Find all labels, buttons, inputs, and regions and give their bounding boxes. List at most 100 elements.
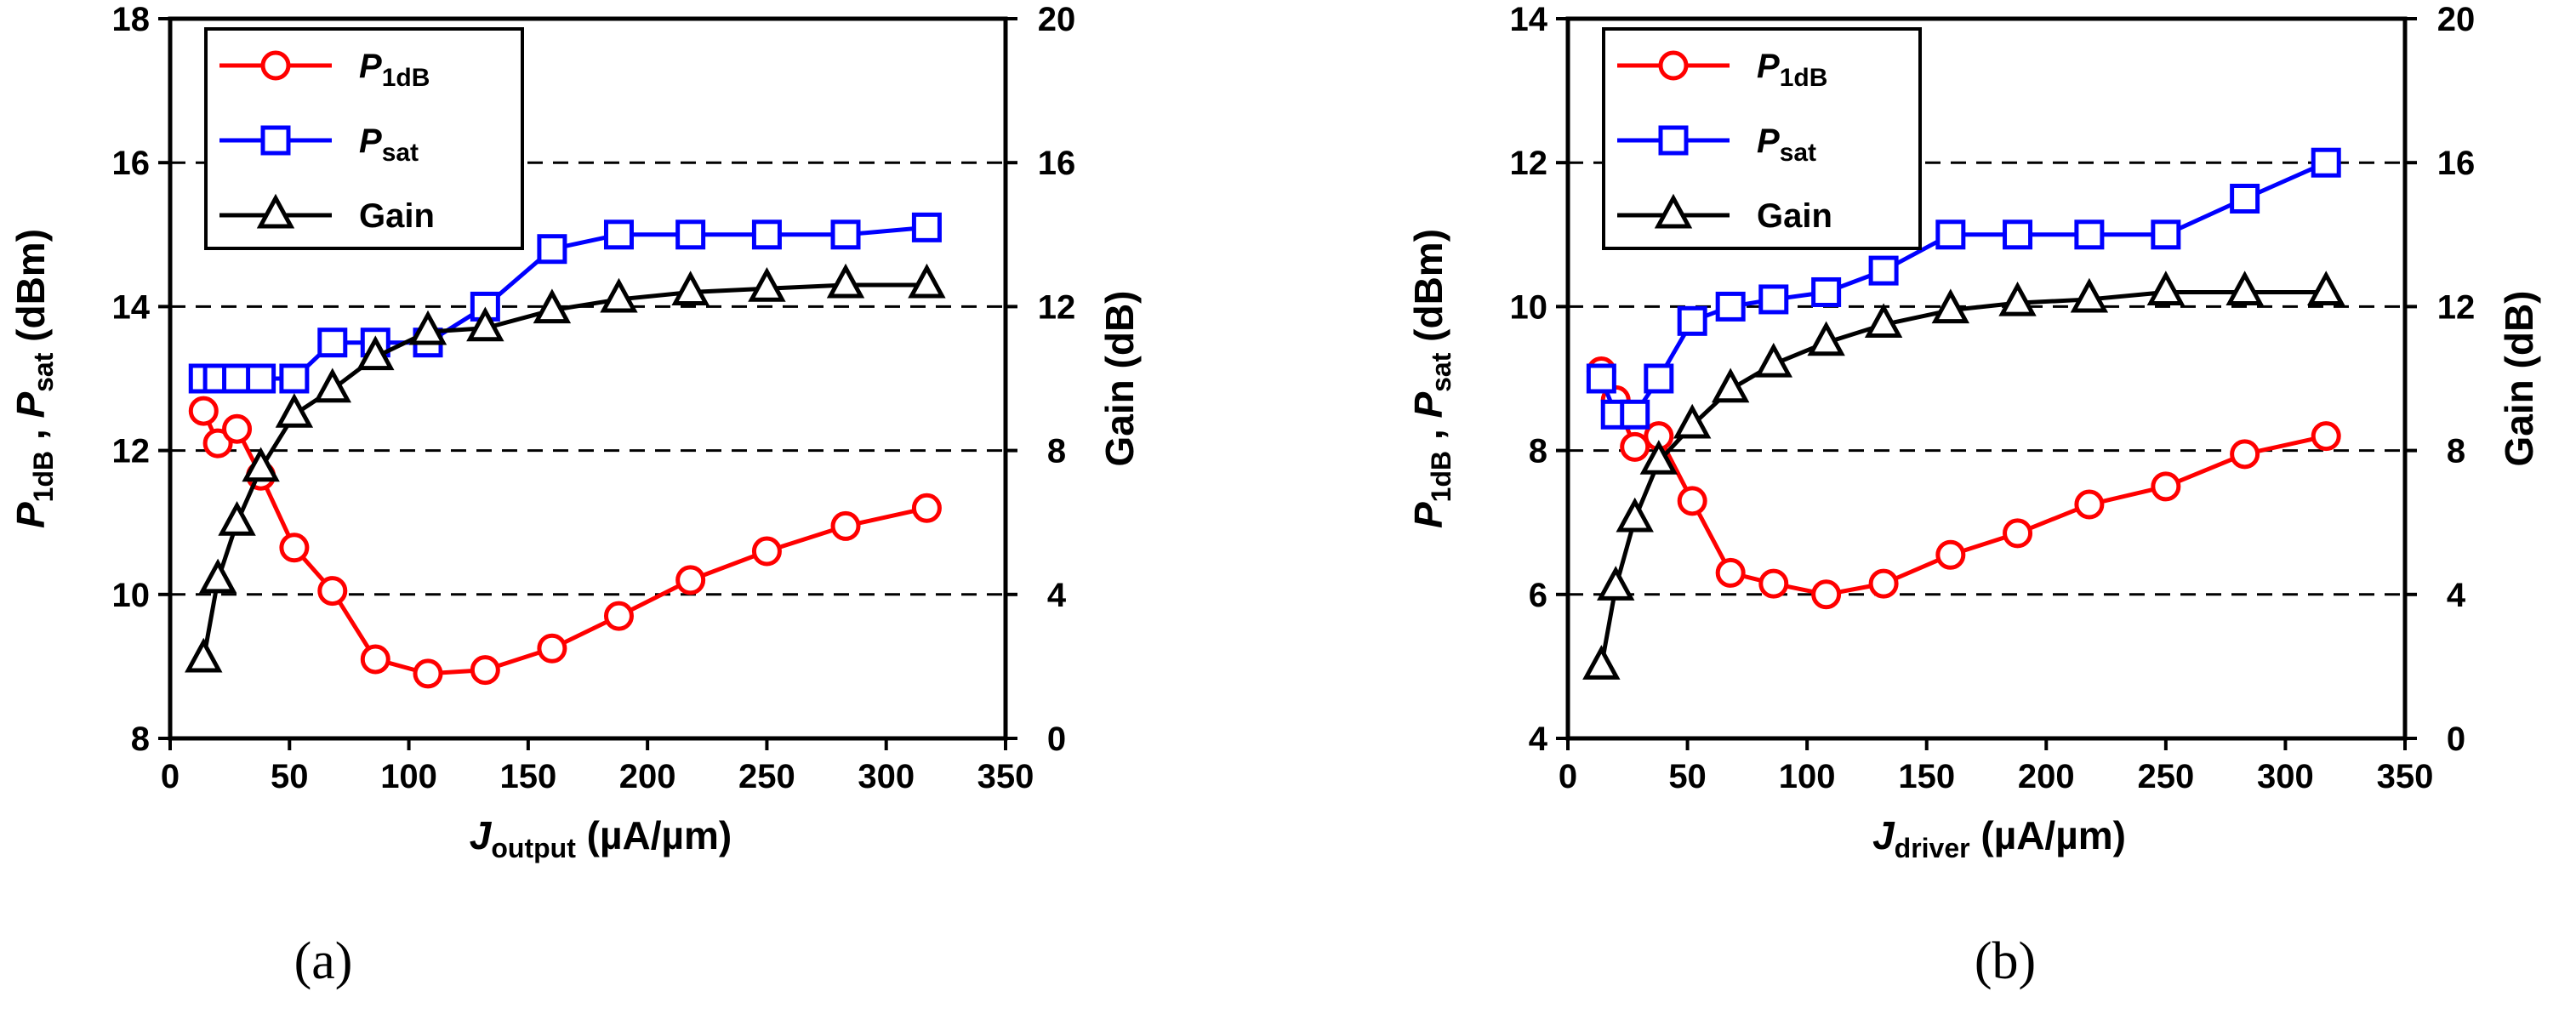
data-point [830, 510, 861, 541]
x-tick-label: 250 [2137, 758, 2194, 795]
data-point [313, 367, 351, 403]
data-point [1597, 566, 1635, 601]
data-point [2230, 439, 2260, 470]
y-left-tick-label: 12 [112, 433, 151, 470]
data-point [470, 655, 500, 686]
y-left-tick-label: 12 [1510, 145, 1548, 182]
legend-label-subscript: 1dB [1780, 64, 1828, 92]
data-point [537, 633, 567, 664]
legend-label-symbol: P [359, 122, 382, 160]
y-left-tick-label: 14 [1510, 1, 1548, 38]
y-left-label-p2: P [1406, 392, 1450, 419]
data-point [2151, 219, 2181, 250]
data-point [2074, 219, 2105, 250]
x-axis-label-units: (µA/µm) [576, 813, 732, 857]
data-point [2311, 147, 2341, 178]
legend-label: Psat [1757, 122, 1816, 167]
y-left-label-separator: , [9, 419, 53, 451]
y-left-tick-label: 8 [1529, 433, 1547, 470]
x-axis-label-symbol: J [1872, 813, 1895, 857]
data-point [1758, 284, 1789, 315]
data-point [533, 288, 572, 324]
data-point [826, 263, 865, 299]
data-point [413, 658, 443, 689]
chart-panel-2: 0 50 100 150 200 250 300 350468101214048121620J… [1406, 1, 2541, 990]
data-point [1711, 367, 1750, 403]
y-left-label-units: (dBm) [1406, 229, 1450, 353]
series-line [201, 282, 927, 660]
data-point [675, 565, 706, 595]
data-point [1644, 363, 1674, 394]
data-point [2230, 184, 2260, 214]
data-point [603, 601, 634, 631]
x-axis-label: Joutput (µA/µm) [470, 813, 732, 863]
data-point [2311, 421, 2341, 452]
x-axis-label-subscript: output [491, 833, 576, 863]
x-tick-label: 350 [977, 758, 1034, 795]
legend-label-symbol: P [1757, 122, 1780, 160]
data-point [360, 644, 390, 675]
legend-marker [1658, 50, 1689, 81]
y-right-tick-label: 4 [1047, 577, 1067, 614]
y-left-label-sub1: 1dB [1426, 451, 1456, 502]
series-psat [188, 212, 942, 394]
data-point [1935, 219, 1966, 250]
y-left-tick-label: 8 [131, 721, 150, 758]
y-right-tick-label: 8 [1047, 433, 1066, 470]
data-point [2226, 271, 2264, 305]
legend-marker [1658, 125, 1689, 156]
data-point [671, 271, 710, 305]
data-point [2003, 518, 2033, 549]
data-point [830, 219, 861, 250]
y-left-axis-label: P1dB , Psat (dBm) [9, 229, 59, 528]
legend-label-text: Gain [359, 197, 435, 235]
data-point [911, 212, 942, 242]
legend: P 1dB Psat Gain [1602, 27, 1922, 250]
x-tick-label: 0 [161, 758, 180, 795]
y-left-label-separator: , [1406, 419, 1450, 451]
data-point [1639, 440, 1678, 475]
y-left-tick-label: 10 [1510, 288, 1548, 326]
x-tick-label: 100 [380, 758, 437, 795]
y-left-label-p2: P [9, 392, 53, 419]
y-left-tick-label: 14 [112, 288, 151, 326]
data-point [1616, 497, 1654, 533]
data-point [603, 219, 634, 250]
x-axis-label: Jdriver (µA/µm) [1872, 813, 2126, 863]
data-point [1868, 568, 1899, 599]
data-point [1620, 399, 1650, 430]
x-tick-label: 50 [271, 758, 309, 795]
data-point [466, 306, 504, 342]
legend-marker [256, 193, 295, 229]
data-point [751, 536, 782, 567]
data-point [1998, 281, 2037, 316]
plot-frame [168, 16, 1008, 741]
data-point [2307, 271, 2345, 305]
x-tick-label: 300 [858, 758, 915, 795]
legend-label-subscript: sat [1780, 139, 1816, 167]
y-left-tick-label: 4 [1529, 721, 1548, 758]
legend-label-subscript: 1dB [382, 64, 430, 92]
y-right-axis-label: Gain (dB) [1097, 291, 1142, 467]
data-point [1811, 579, 1842, 610]
series-p1db [188, 396, 942, 689]
legend-marker [260, 50, 291, 81]
y-left-label-units: (dBm) [9, 229, 53, 353]
data-point [1715, 557, 1746, 588]
y-left-tick-label: 18 [112, 1, 151, 38]
legend-marker [260, 125, 291, 156]
y-right-tick-label: 4 [2447, 577, 2466, 614]
data-point [600, 277, 638, 313]
data-point [1715, 291, 1746, 322]
x-tick-label: 200 [2018, 758, 2075, 795]
x-tick-label: 250 [738, 758, 795, 795]
series-gain [185, 263, 946, 673]
data-point [198, 558, 237, 594]
data-point [1758, 568, 1789, 599]
data-point [1677, 486, 1707, 516]
legend-label: Psat [359, 122, 419, 167]
legend-label: Gain [1757, 197, 1832, 235]
x-tick-label: 150 [499, 758, 556, 795]
y-left-tick-label: 6 [1529, 577, 1547, 614]
